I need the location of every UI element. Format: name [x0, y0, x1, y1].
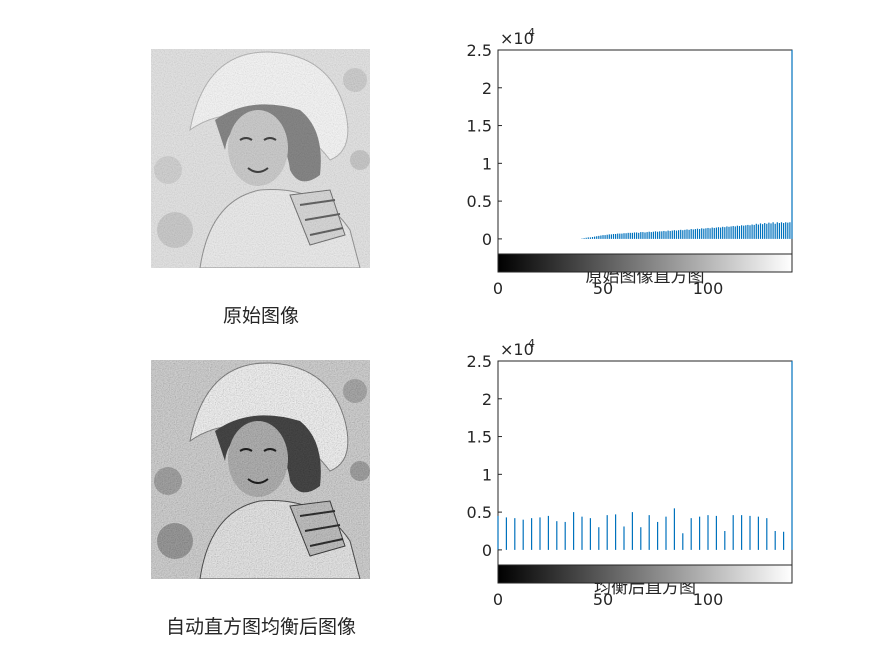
axes-box [497, 49, 793, 255]
y-tick-label: 1 [482, 154, 492, 173]
y-tick-label: 2 [482, 390, 492, 409]
y-tick-label: 1 [482, 465, 492, 484]
bars [497, 361, 793, 550]
grayscale-colorbar-overlay [497, 253, 793, 273]
y-exponent-power: 4 [528, 26, 535, 39]
y-tick-label: 1.5 [467, 428, 492, 447]
y-exponent-power: 4 [528, 337, 535, 350]
x-tick-label: 0 [493, 590, 503, 609]
y-tick-label: 2.5 [467, 41, 492, 60]
x-tick-label: 100 [693, 590, 724, 609]
original-image [151, 49, 370, 269]
equalized-image-caption: 自动直方图均衡后图像 [166, 616, 356, 638]
bars [581, 50, 793, 239]
axes-box [497, 360, 793, 566]
x-tick-label: 50 [593, 590, 613, 609]
grayscale-colorbar-overlay [497, 564, 793, 584]
original-image-caption: 原始图像 [223, 305, 299, 327]
y-tick-label: 0.5 [467, 503, 492, 522]
y-tick-label: 0 [482, 541, 492, 560]
y-tick-label: 0.5 [467, 192, 492, 211]
x-tick-label: 0 [493, 279, 503, 298]
y-exponent-label: ×10 [500, 29, 534, 48]
y-tick-label: 1.5 [467, 117, 492, 136]
x-tick-label: 50 [593, 279, 613, 298]
y-tick-label: 2 [482, 79, 492, 98]
x-tick-label: 100 [693, 279, 724, 298]
y-exponent-label: ×10 [500, 340, 534, 359]
equalized-image [151, 360, 370, 580]
y-tick-label: 0 [482, 230, 492, 249]
y-tick-label: 2.5 [467, 352, 492, 371]
